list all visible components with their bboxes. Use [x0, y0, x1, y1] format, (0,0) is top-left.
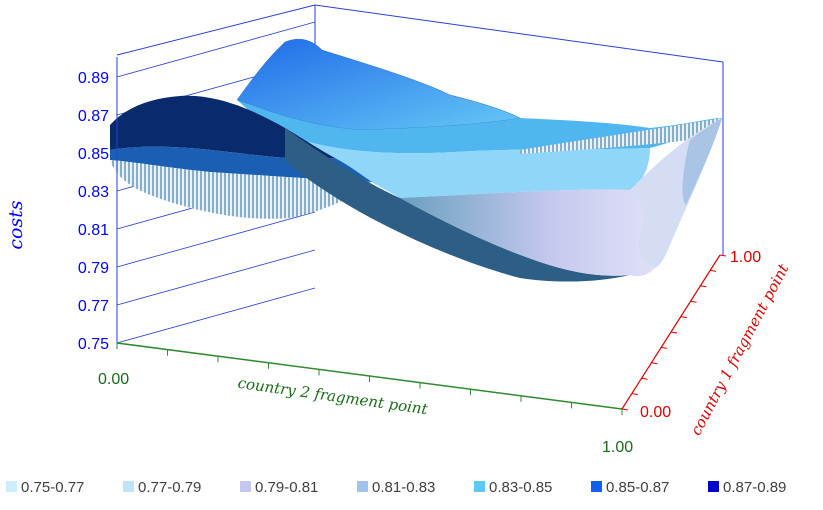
legend-label: 0.81-0.83 [372, 479, 435, 496]
y-axis-tick-mark [641, 377, 648, 380]
z-tick-label: 0.85 [78, 146, 109, 163]
legend-swatch [357, 481, 368, 492]
y-tick-label: 0.00 [640, 404, 671, 421]
surface-band-right-ridge [682, 118, 722, 205]
frame-top-back-edge [314, 4, 724, 63]
legend-label: 0.83-0.85 [489, 479, 552, 496]
z-tick-label: 0.79 [78, 260, 109, 277]
surface-plot [110, 39, 722, 282]
y-axis-tick-mark [700, 285, 707, 288]
y-axis-tick-mark [661, 346, 668, 349]
legend-swatch [591, 481, 602, 492]
z-gridline [116, 211, 316, 268]
legend-label: 0.85-0.87 [606, 479, 669, 496]
surface-band-front [400, 189, 655, 277]
y-axis-tick-mark [621, 408, 629, 411]
surface-underside-right [520, 118, 722, 154]
x-tick-label: 1.00 [602, 439, 633, 456]
z-tick-label: 0.83 [78, 184, 109, 201]
chart-tick-labels: 0.75 0.77 0.79 0.81 0.83 0.85 0.87 0.89 0.00 1.00… [78, 70, 761, 456]
y-axis-tick-mark [680, 316, 687, 319]
y-axis-tick-mark [710, 269, 717, 272]
z-tick-label: 0.89 [78, 70, 109, 87]
surface-band-back-peak [236, 39, 521, 131]
z-gridline [116, 21, 316, 78]
z-tick-label: 0.81 [78, 222, 109, 239]
y-axis-title: country 1 fragment point [687, 260, 793, 438]
surface-band-middle [285, 128, 630, 282]
legend-swatch [123, 481, 134, 492]
legend-label: 0.79-0.81 [255, 479, 318, 496]
legend-swatch [708, 481, 719, 492]
z-tick-label: 0.75 [78, 336, 109, 353]
surface-underside [110, 160, 372, 219]
z-gridline [116, 287, 316, 344]
z-tick-label: 0.77 [78, 298, 109, 315]
x-tick-label: 0.00 [98, 371, 129, 388]
surface-band-back-light [280, 132, 650, 198]
legend-swatch [240, 481, 251, 492]
y-axis-tick-mark [631, 393, 638, 396]
z-gridline [116, 249, 316, 306]
legend-label: 0.87-0.89 [723, 479, 786, 496]
legend-label: 0.75-0.77 [21, 479, 84, 496]
legend-swatch [474, 481, 485, 492]
y-axis-tick-mark [651, 362, 658, 365]
legend-swatch [6, 481, 17, 492]
surface-band-left-lobe [110, 95, 335, 159]
chart-legend: 0.75-0.77 0.77-0.79 0.79-0.81 0.81-0.83 0.83… [6, 479, 786, 496]
z-tick-label: 0.87 [78, 108, 109, 125]
y-axis-tick-mark [719, 254, 727, 257]
frame-top-left-edge [116, 4, 316, 56]
y-axis-tick-mark [690, 300, 697, 303]
y-axis-tick-mark [670, 331, 678, 334]
legend-label: 0.77-0.79 [138, 479, 201, 496]
y-tick-label: 1.00 [730, 249, 761, 266]
chart-axes [116, 67, 727, 415]
z-axis-title: costs [5, 200, 27, 249]
